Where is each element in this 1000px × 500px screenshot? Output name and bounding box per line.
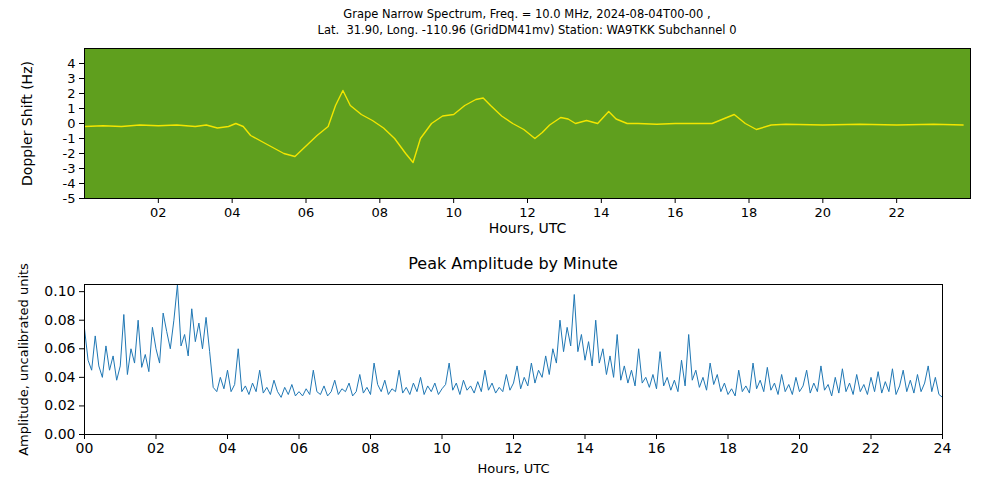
svg-text:1: 1 bbox=[67, 101, 75, 116]
svg-text:22: 22 bbox=[888, 205, 905, 220]
svg-text:22: 22 bbox=[862, 440, 880, 456]
svg-text:10: 10 bbox=[433, 440, 451, 456]
svg-text:06: 06 bbox=[290, 440, 308, 456]
svg-text:10: 10 bbox=[445, 205, 462, 220]
svg-text:20: 20 bbox=[815, 205, 832, 220]
svg-text:-2: -2 bbox=[63, 146, 76, 161]
svg-text:0.00: 0.00 bbox=[44, 426, 75, 442]
svg-text:24: 24 bbox=[934, 440, 952, 456]
svg-text:16: 16 bbox=[667, 205, 684, 220]
svg-text:-5: -5 bbox=[63, 191, 76, 206]
svg-text:04: 04 bbox=[219, 440, 237, 456]
svg-text:06: 06 bbox=[298, 205, 315, 220]
html-text:Peak Amplitude by Minute: Peak Amplitude by Minute bbox=[408, 254, 618, 273]
svg-text:-3: -3 bbox=[63, 161, 76, 176]
svg-text:12: 12 bbox=[519, 205, 536, 220]
svg-text:3: 3 bbox=[67, 71, 75, 86]
html-text:Lat. 31.90, Long. -110.96 (Gri: Lat. 31.90, Long. -110.96 (GridDM41mv) S… bbox=[317, 23, 737, 37]
svg-text:-1: -1 bbox=[63, 131, 76, 146]
svg-text:0: 0 bbox=[67, 116, 75, 131]
html-text:Grape Narrow Spectrum, Freq. =: Grape Narrow Spectrum, Freq. = 10.0 MHz,… bbox=[343, 7, 711, 21]
svg-text:02: 02 bbox=[150, 205, 167, 220]
svg-text:14: 14 bbox=[593, 205, 610, 220]
svg-text:-4: -4 bbox=[63, 176, 76, 191]
svg-text:4: 4 bbox=[67, 56, 75, 71]
svg-text:0.02: 0.02 bbox=[44, 397, 75, 413]
svg-text:0.10: 0.10 bbox=[44, 283, 75, 299]
svg-text:0.08: 0.08 bbox=[44, 312, 75, 328]
svg-text:0.04: 0.04 bbox=[44, 369, 75, 385]
svg-text:Amplitude, uncalibrated units: Amplitude, uncalibrated units bbox=[16, 263, 31, 456]
svg-text:08: 08 bbox=[362, 440, 380, 456]
svg-text:00: 00 bbox=[76, 440, 94, 456]
svg-text:18: 18 bbox=[741, 205, 758, 220]
svg-text:2: 2 bbox=[67, 86, 75, 101]
svg-text:08: 08 bbox=[372, 205, 389, 220]
svg-text:20: 20 bbox=[791, 440, 809, 456]
svg-text:04: 04 bbox=[224, 205, 241, 220]
svg-text:12: 12 bbox=[505, 440, 523, 456]
svg-text:Hours, UTC: Hours, UTC bbox=[489, 220, 567, 236]
svg-text:16: 16 bbox=[648, 440, 666, 456]
svg-text:02: 02 bbox=[147, 440, 165, 456]
svg-text:14: 14 bbox=[576, 440, 594, 456]
svg-text:18: 18 bbox=[719, 440, 737, 456]
svg-text:Hours, UTC: Hours, UTC bbox=[477, 461, 549, 476]
svg-text:Doppler Shift (Hz): Doppler Shift (Hz) bbox=[19, 61, 35, 186]
svg-text:0.06: 0.06 bbox=[44, 340, 75, 356]
